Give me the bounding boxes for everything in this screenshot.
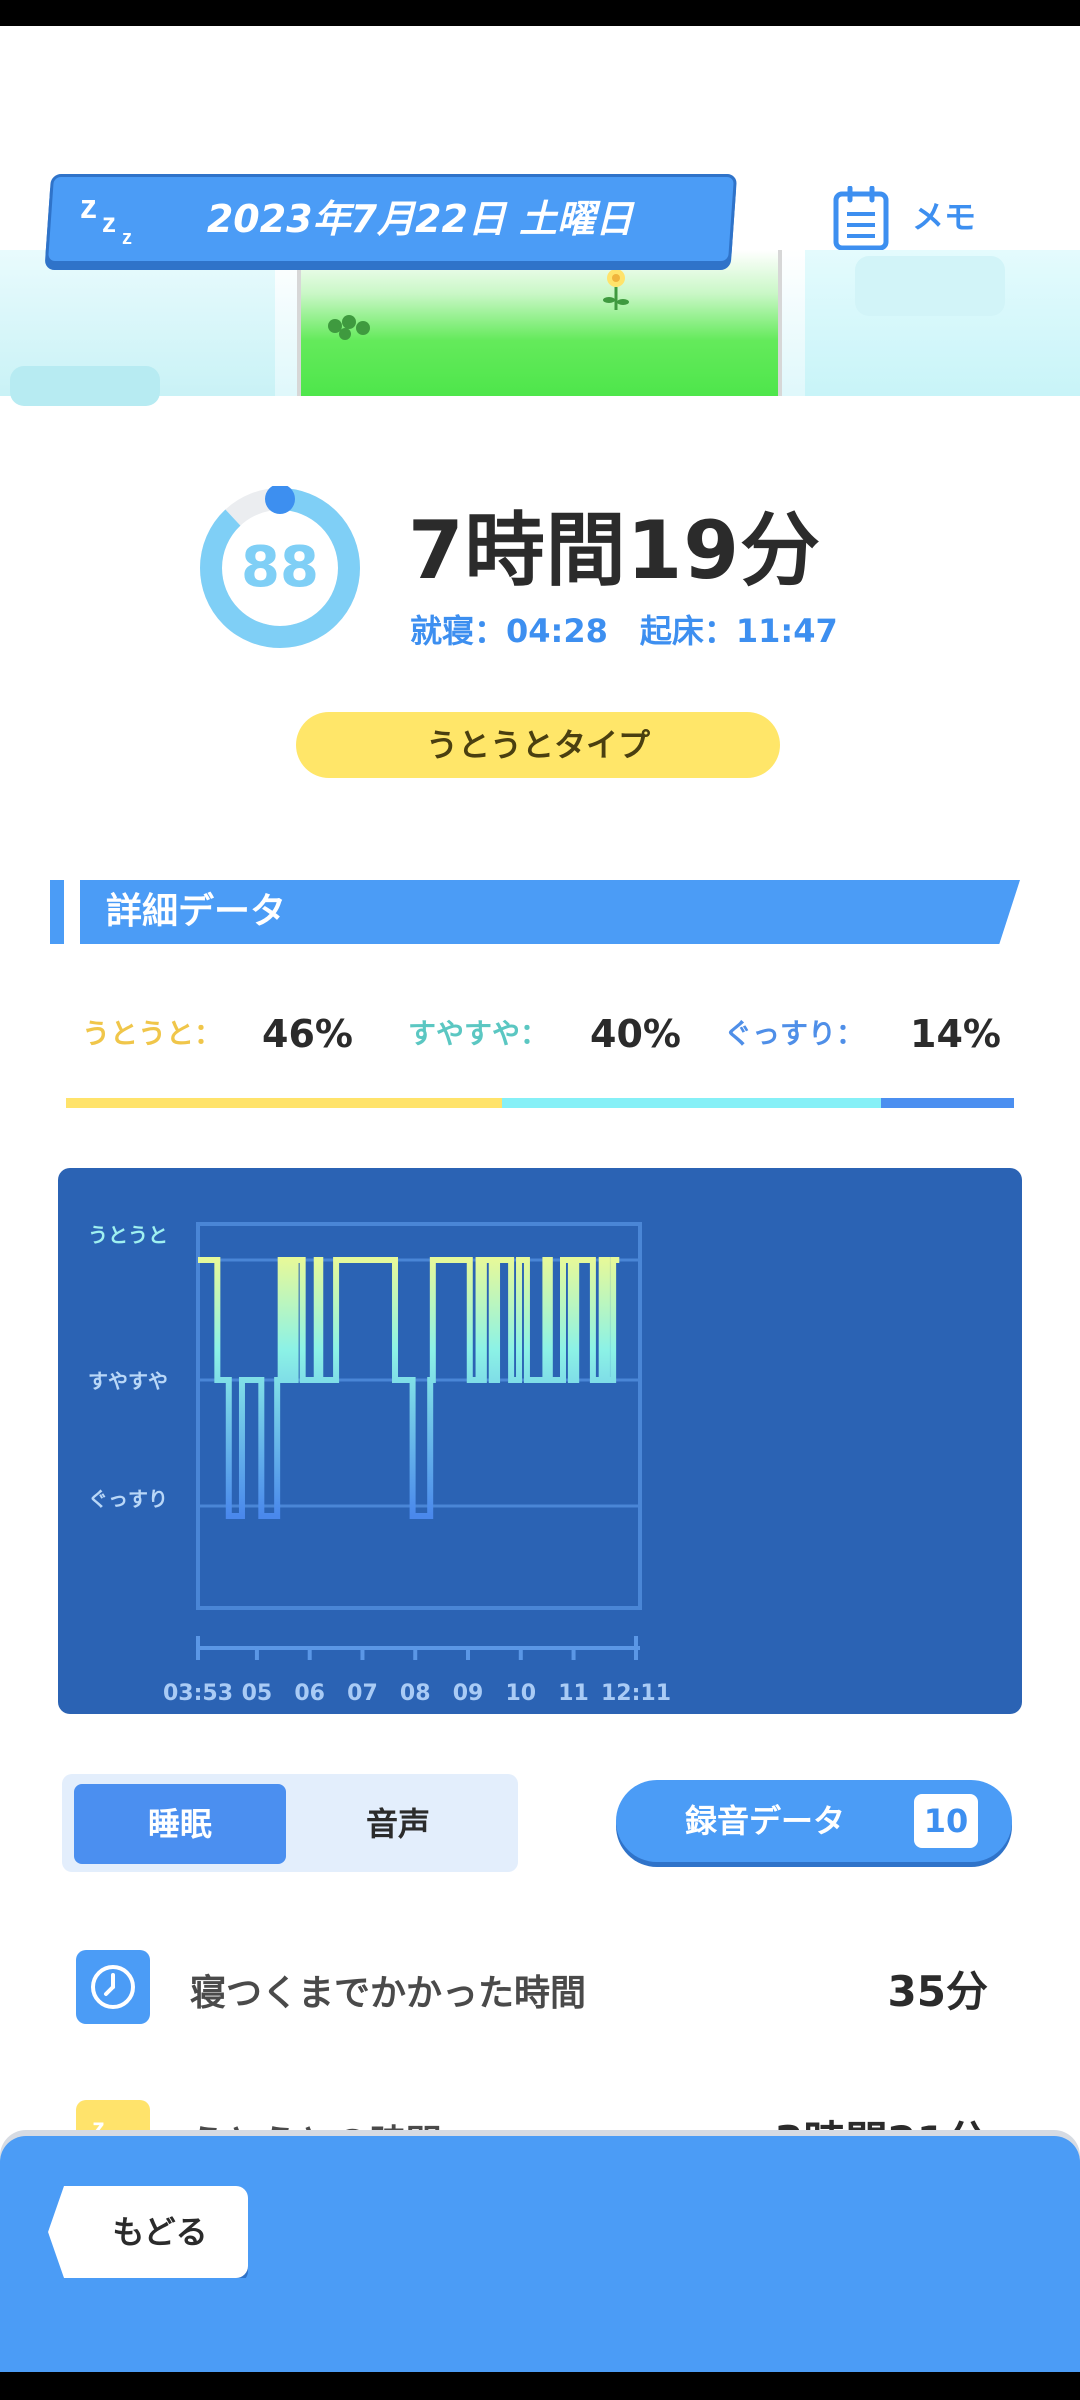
x-tick-label: 12:11 xyxy=(601,1681,671,1706)
tab-sleep[interactable]: 睡眠 xyxy=(74,1784,286,1864)
x-tick-label: 03:53 xyxy=(163,1681,233,1706)
stat-label: すやすや： xyxy=(408,1017,549,1050)
y-tick-label: うとうと xyxy=(88,1223,168,1247)
flower-decoration xyxy=(328,315,370,340)
clock-icon xyxy=(76,1950,150,2024)
x-tick-label: 06 xyxy=(294,1681,325,1706)
tab-audio[interactable]: 音声 xyxy=(365,1805,430,1843)
section-marker xyxy=(50,880,64,944)
stat-value: 46% xyxy=(262,1012,353,1056)
ratio-segment xyxy=(881,1098,1014,1108)
date-title: 2023年7月22日 土曜日 xyxy=(206,197,634,241)
ratio-segment xyxy=(502,1098,882,1108)
stat-value-wrap: 14% xyxy=(910,1006,1001,1062)
svg-text:z: z xyxy=(92,2112,105,2142)
stat-value-wrap: 46% xyxy=(262,1006,353,1062)
stat-value: 40% xyxy=(590,1012,681,1056)
svg-text:z: z xyxy=(122,227,132,249)
row-value: 35分 xyxy=(887,1967,988,2016)
recording-data-label: 録音データ xyxy=(684,1802,845,1840)
stat-deep: ぐっすり： xyxy=(724,1006,864,1062)
scene-panel-center[interactable] xyxy=(297,250,782,396)
svg-text:z: z xyxy=(80,188,97,226)
navigation-bar xyxy=(0,2372,1080,2400)
back-button[interactable] xyxy=(48,2186,248,2278)
section-title: 詳細データ xyxy=(106,891,287,932)
status-bar xyxy=(0,0,1080,26)
sleep-type-badge: うとうとタイプ xyxy=(296,712,780,778)
zzz-icon: z z z xyxy=(80,188,132,249)
y-tick-label: すやすや xyxy=(88,1369,168,1393)
svg-text:z: z xyxy=(102,207,116,238)
stat-value-wrap: 40% xyxy=(590,1006,681,1062)
hypnogram-line xyxy=(198,1257,620,1519)
flower-decoration xyxy=(603,269,629,310)
x-tick-label: 05 xyxy=(242,1681,273,1706)
x-tick-label: 09 xyxy=(453,1681,484,1706)
x-tick-label: 10 xyxy=(505,1681,536,1706)
sleep-score: 88 xyxy=(241,535,319,600)
ratio-segment xyxy=(66,1098,503,1108)
y-tick-label: ぐっすり xyxy=(88,1487,168,1511)
x-tick-label: 07 xyxy=(347,1681,378,1706)
memo-icon[interactable] xyxy=(832,186,890,250)
score-ring xyxy=(200,486,360,648)
stat-normal: すやすや： xyxy=(408,1006,548,1062)
sleep-duration: 7時間19分 xyxy=(408,504,821,597)
sleep-ratio-bar xyxy=(66,1098,1014,1108)
x-tick-label: 08 xyxy=(400,1681,431,1706)
section-header xyxy=(80,880,1020,944)
recording-count-badge: 10 xyxy=(914,1794,978,1848)
sleep-hypnogram-chart: ぐっすり すやすや うとうと 03:53 05 06 07 08 09 10 11 12:11 xyxy=(88,1222,671,1706)
scene-panel-left[interactable] xyxy=(0,250,275,406)
stat-label: ぐっすり： xyxy=(724,1017,865,1050)
stat-light: うとうと： xyxy=(82,1006,222,1062)
row-label: 寝つくまでかかった時間 xyxy=(190,1973,587,2014)
chart-frame xyxy=(196,1222,642,1610)
x-tick-label: 11 xyxy=(558,1681,589,1706)
stat-value: 14% xyxy=(910,1012,1001,1056)
memo-button[interactable]: メモ xyxy=(912,198,977,236)
bed-wake-times: 就寝：04:28 起床：11:47 xyxy=(410,612,838,650)
back-button-label: もどる xyxy=(112,2213,208,2251)
scene-panel-right[interactable] xyxy=(805,250,1080,396)
stat-label: うとうと： xyxy=(82,1017,223,1050)
